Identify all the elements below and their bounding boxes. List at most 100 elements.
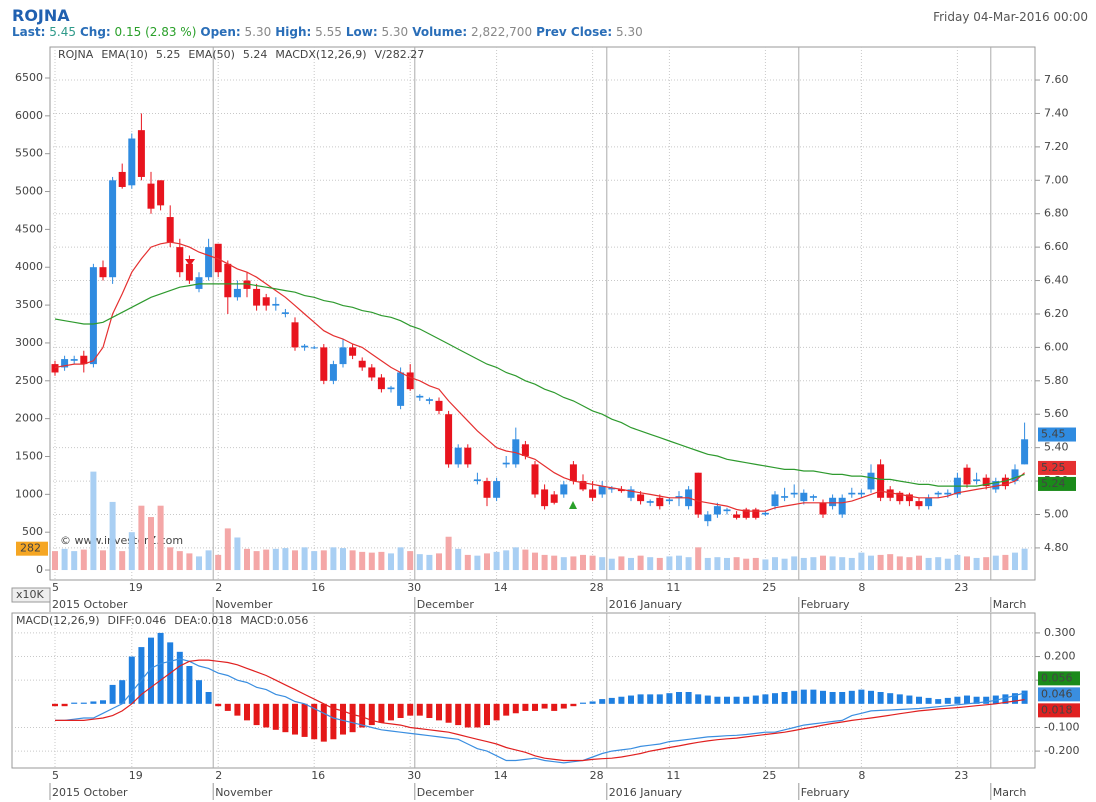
- candle-body: [435, 400, 443, 411]
- candle-body: [147, 183, 155, 209]
- volume-bar: [944, 558, 951, 571]
- volume-bar: [301, 547, 308, 571]
- macd-bar: [436, 703, 442, 721]
- macd-bar: [90, 701, 97, 704]
- macd-bar: [944, 697, 951, 704]
- candle-body: [819, 502, 827, 515]
- x-tick-label: 19: [129, 581, 143, 594]
- x-tick-label: 30: [407, 581, 421, 594]
- x-tick-label: 30: [407, 769, 421, 782]
- y-tick-label: 6500: [15, 71, 43, 84]
- volume-box: [16, 541, 48, 556]
- macd-bar: [119, 680, 126, 704]
- x-tick-label: 5: [52, 581, 59, 594]
- legend-entry: DEA:0.018: [174, 614, 232, 627]
- volume-bar: [311, 551, 318, 571]
- volume-bar: [887, 554, 894, 571]
- macd-bar: [407, 703, 414, 716]
- legend-entry: 5.25: [156, 48, 181, 61]
- candle-body: [166, 217, 174, 243]
- volume-bar: [541, 554, 548, 571]
- value-box-label: 0.046: [1041, 687, 1073, 700]
- candle-body: [224, 263, 232, 298]
- volume-bar: [493, 551, 500, 571]
- y-tick-label: 5.80: [1044, 374, 1069, 387]
- value-box: [1038, 671, 1080, 686]
- volume-bar: [52, 551, 58, 571]
- macd-bar: [493, 703, 500, 721]
- candle-body: [368, 367, 376, 378]
- y-tick-label: 5.00: [1044, 507, 1069, 520]
- volume-bar: [954, 554, 961, 571]
- macd-bar: [311, 703, 318, 740]
- macd-bar: [378, 703, 385, 723]
- macd-bar: [868, 690, 874, 704]
- candle-body: [896, 492, 904, 502]
- candle-body: [560, 484, 568, 495]
- candle-body: [99, 267, 107, 278]
- candle-body: [329, 364, 337, 381]
- macd-bar: [916, 696, 922, 704]
- candle-body: [70, 359, 78, 361]
- volume-bar: [647, 557, 654, 571]
- macd-bar: [234, 703, 241, 716]
- macd-bar: [964, 695, 970, 704]
- candle-body: [992, 481, 1000, 490]
- macd-bar: [724, 696, 730, 704]
- macd-line: [55, 658, 1025, 764]
- y-tick-label: 7.00: [1044, 173, 1069, 186]
- volume-bar: [743, 558, 750, 571]
- macd-bar: [551, 703, 558, 711]
- month-label: November: [215, 786, 273, 799]
- y-tick-label: 6.80: [1044, 207, 1069, 220]
- field-label: Volume:: [412, 25, 468, 39]
- candle-body: [262, 297, 270, 306]
- volume-box-label: 282: [20, 542, 41, 555]
- volume-bar: [186, 553, 193, 571]
- candle-body: [925, 497, 933, 507]
- volume-bar: [762, 559, 769, 571]
- volume-bar: [752, 557, 759, 571]
- y-tick-label: 6.60: [1044, 240, 1069, 253]
- macd-bar: [196, 680, 202, 704]
- y-tick-label: -0.200: [1044, 744, 1079, 757]
- x-tick-label: 23: [954, 769, 968, 782]
- quote-date: Friday 04-Mar-2016 00:00: [933, 10, 1088, 24]
- volume-bar: [570, 556, 577, 571]
- legend-entry: MACDX(12,26,9): [275, 48, 366, 61]
- macd-bar: [820, 690, 826, 704]
- volume-bar: [935, 557, 942, 571]
- candle-body: [1011, 469, 1019, 482]
- y-tick-label: 3000: [15, 336, 43, 349]
- candle-body: [617, 489, 625, 492]
- legend-entry: ROJNA: [58, 48, 94, 61]
- volume-bar: [474, 555, 481, 571]
- candle-body: [157, 180, 165, 206]
- macd-bar: [388, 703, 394, 721]
- volume-bar: [244, 548, 250, 571]
- volume-bar: [560, 557, 567, 571]
- macd-bar: [580, 702, 586, 704]
- macd-bar: [618, 696, 625, 704]
- macd-bar: [1002, 694, 1009, 704]
- macd-bar: [599, 699, 606, 704]
- macd-bar: [608, 697, 615, 704]
- candle-body: [128, 138, 136, 186]
- x-tick-label: 14: [494, 769, 508, 782]
- candle-body: [416, 395, 424, 398]
- volume-bar: [436, 553, 442, 571]
- candle-body: [118, 171, 126, 187]
- value-box-label: 0.056: [1041, 671, 1073, 684]
- volume-bar: [522, 549, 529, 571]
- candle-body: [637, 494, 645, 502]
- volume-bar: [196, 556, 202, 571]
- macd-bar: [503, 703, 510, 716]
- volume-bar: [148, 517, 154, 571]
- y-tick-label: 4.80: [1044, 541, 1069, 554]
- candle-body: [310, 347, 318, 349]
- x-tick-label: 11: [666, 581, 680, 594]
- volume-bar: [848, 557, 855, 571]
- macd-bar: [637, 694, 644, 704]
- candle-body: [531, 464, 539, 495]
- macd-bar: [560, 703, 567, 709]
